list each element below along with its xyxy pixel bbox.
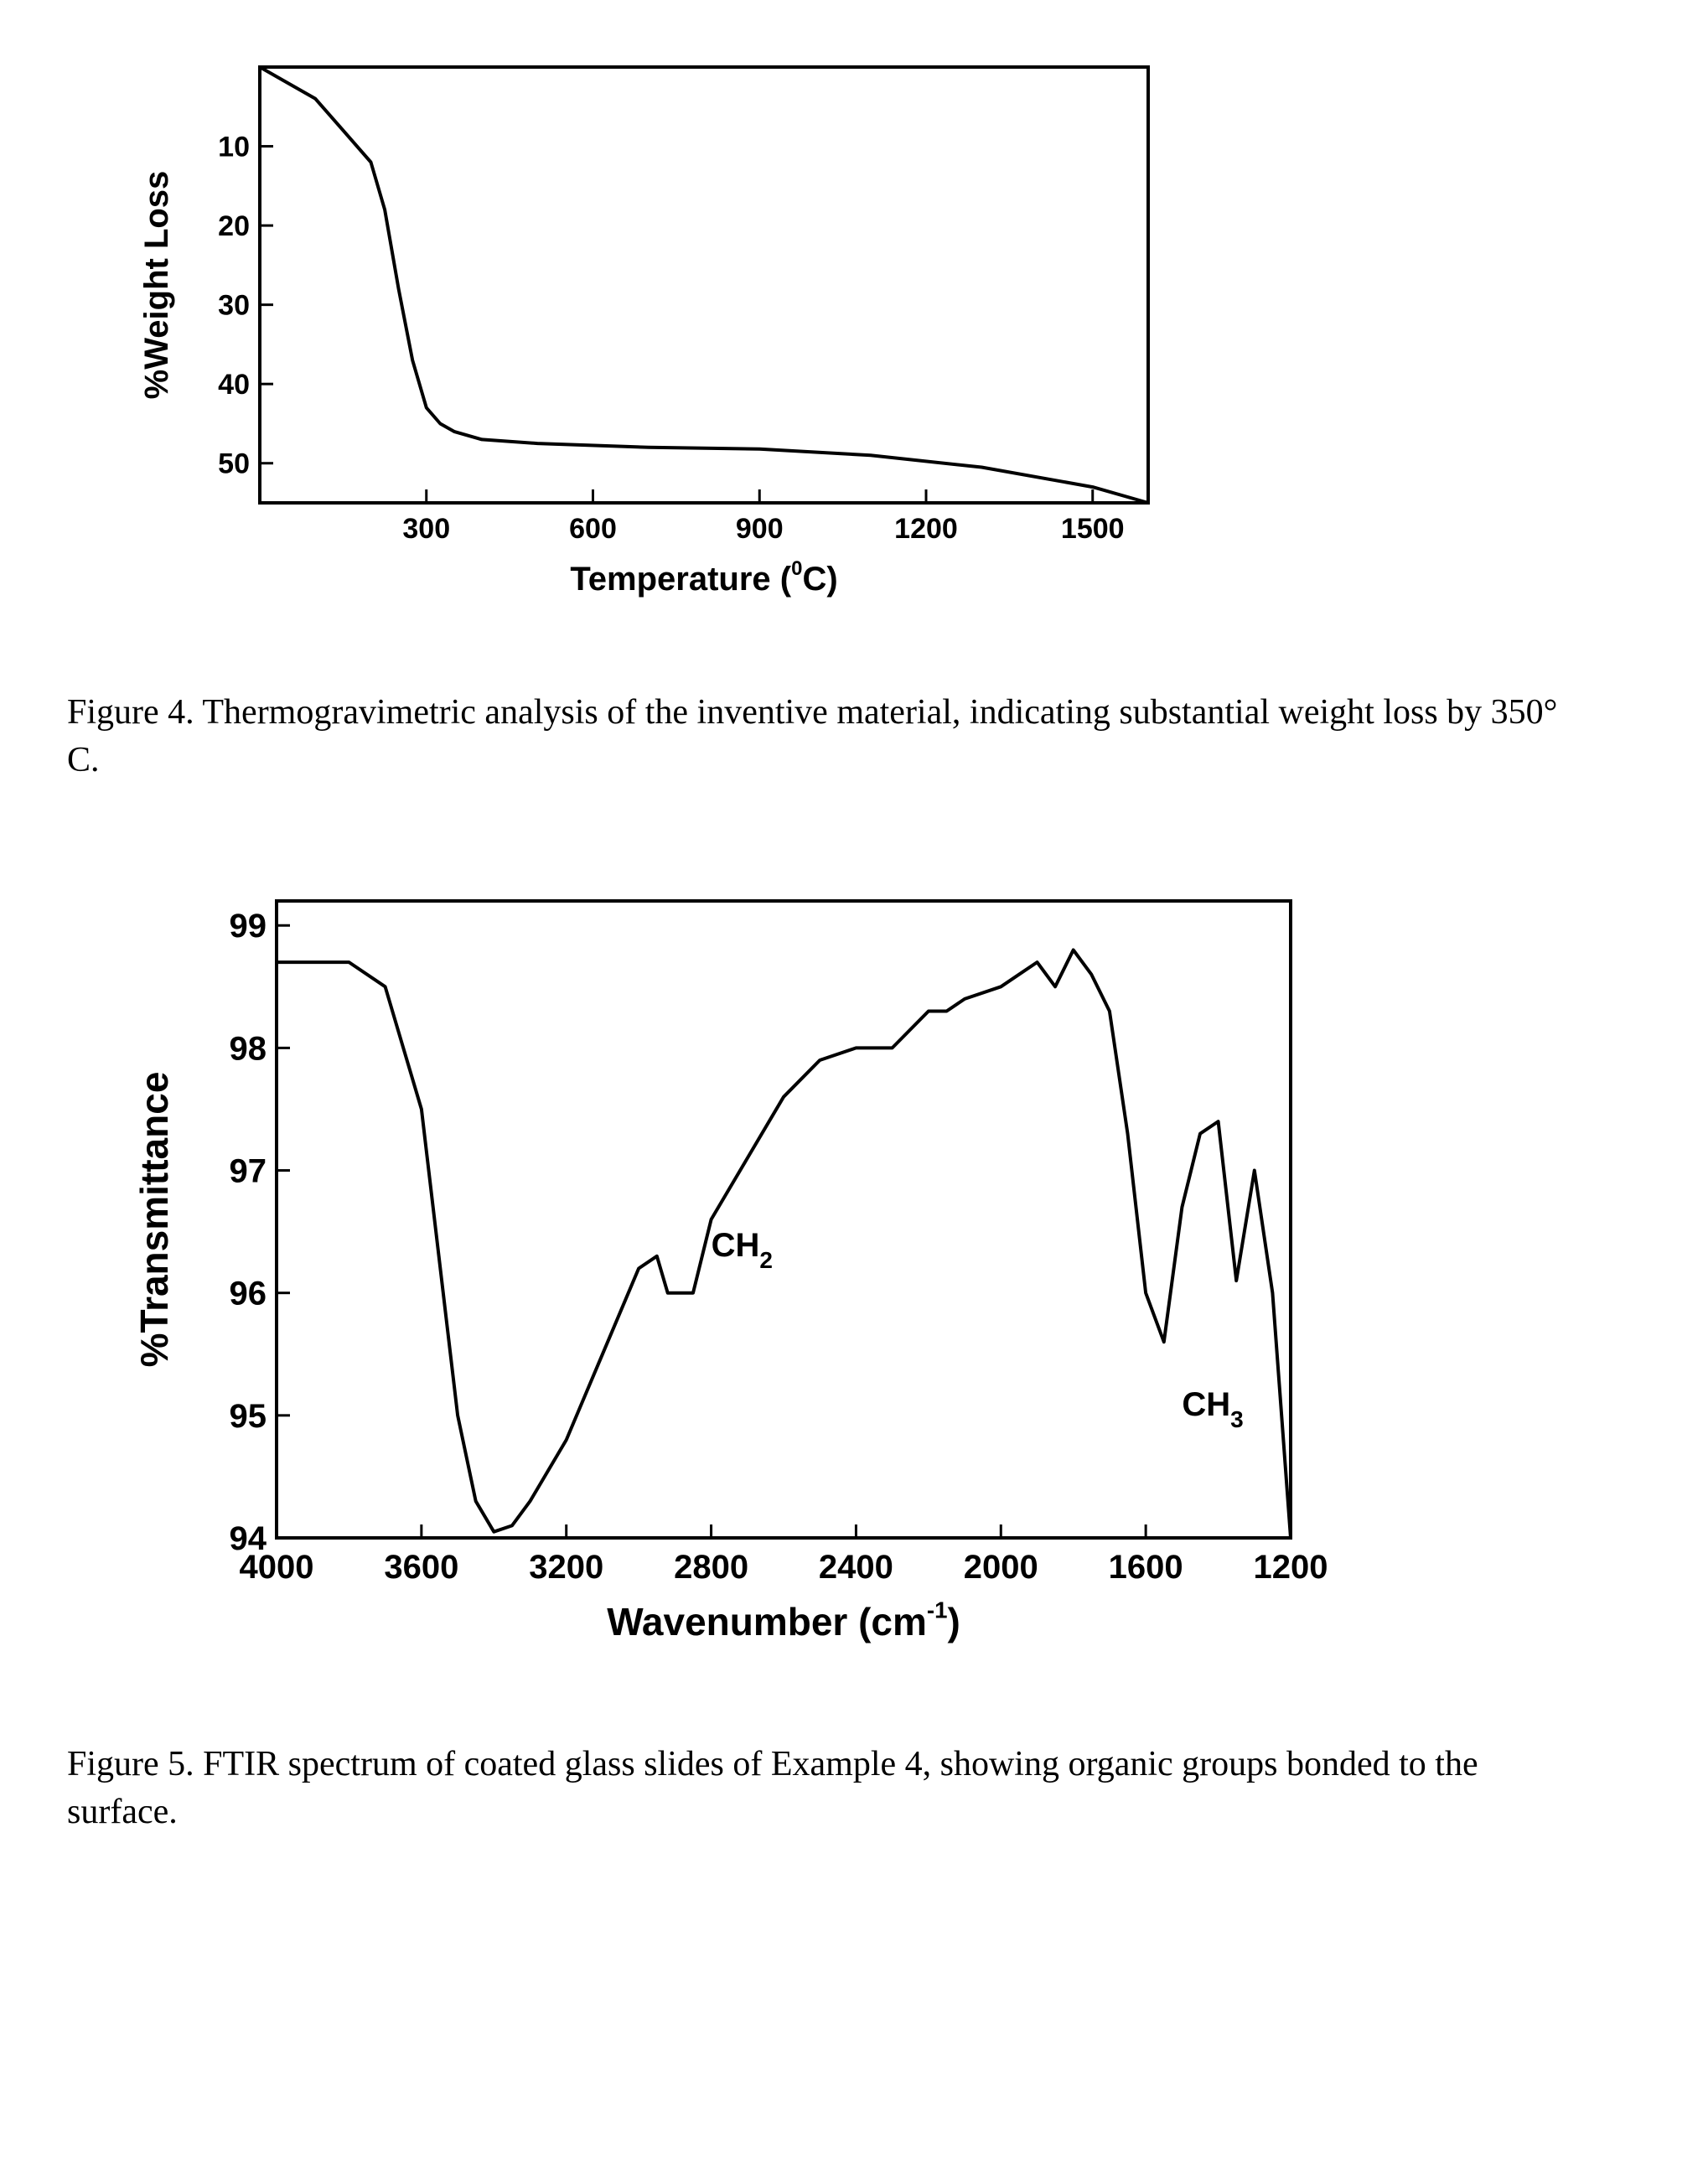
figure-5-y-ticks: 94 95 96 97 98 99 — [230, 908, 291, 1558]
figure-5-data-line — [277, 950, 1291, 1539]
svg-text:50: 50 — [218, 448, 250, 480]
svg-text:2400: 2400 — [819, 1549, 893, 1586]
figure-5-chart: 40003600320028002400200016001200 9495969… — [101, 884, 1374, 1706]
svg-text:900: 900 — [736, 513, 784, 545]
figure-4-y-label: %Weight Loss — [138, 171, 175, 400]
svg-text:40: 40 — [218, 369, 250, 401]
svg-text:2000: 2000 — [964, 1549, 1038, 1586]
figure-4-chart: 300 600 900 1200 1500 10 20 30 40 50 %Weight Los… — [101, 50, 1207, 654]
svg-text:94: 94 — [230, 1520, 267, 1557]
svg-text:1200: 1200 — [1254, 1549, 1328, 1586]
figure-4-caption: Figure 4. Thermogravimetric analysis of … — [67, 689, 1576, 784]
svg-text:98: 98 — [230, 1031, 267, 1068]
svg-text:1500: 1500 — [1061, 513, 1125, 545]
figure-4-svg: 300 600 900 1200 1500 10 20 30 40 50 %Weight Los… — [101, 50, 1207, 654]
svg-text:10: 10 — [218, 131, 250, 163]
figure-4-x-label: Temperature (0C) — [570, 557, 837, 598]
figure-4-x-ticks: 300 600 900 1200 1500 — [402, 489, 1124, 545]
chart-annotation: CH3 — [1182, 1386, 1243, 1432]
svg-text:Wavenumber (cm-1): Wavenumber (cm-1) — [607, 1597, 960, 1644]
svg-text:95: 95 — [230, 1398, 267, 1435]
svg-text:2800: 2800 — [674, 1549, 748, 1586]
figure-5-caption: Figure 5. FTIR spectrum of coated glass … — [67, 1741, 1576, 1835]
svg-text:99: 99 — [230, 908, 267, 945]
svg-text:600: 600 — [569, 513, 617, 545]
figure-5-svg: 40003600320028002400200016001200 9495969… — [101, 884, 1374, 1706]
svg-text:1600: 1600 — [1109, 1549, 1183, 1586]
svg-text:97: 97 — [230, 1153, 267, 1190]
figure-5-annotations: CH2 CH3 — [712, 1227, 1244, 1432]
figure-4-axes-box — [260, 67, 1148, 503]
svg-text:300: 300 — [402, 513, 450, 545]
svg-text:3600: 3600 — [384, 1549, 458, 1586]
svg-text:Temperature (0C): Temperature (0C) — [570, 557, 837, 598]
figure-5-block: 40003600320028002400200016001200 9495969… — [67, 884, 1641, 1835]
figure-5-x-label: Wavenumber (cm-1) — [607, 1597, 960, 1644]
chart-annotation: CH2 — [712, 1227, 773, 1273]
svg-text:96: 96 — [230, 1276, 267, 1312]
svg-text:3200: 3200 — [529, 1549, 603, 1586]
svg-text:30: 30 — [218, 290, 250, 322]
figure-5-x-ticks: 40003600320028002400200016001200 — [240, 1524, 1328, 1586]
figure-5-y-label: %Transmittance — [132, 1072, 176, 1368]
svg-text:20: 20 — [218, 210, 250, 242]
figure-4-data-line — [260, 67, 1148, 503]
svg-text:1200: 1200 — [894, 513, 958, 545]
figure-4-y-ticks: 10 20 30 40 50 — [218, 131, 273, 479]
figure-4-block: 300 600 900 1200 1500 10 20 30 40 50 %Weight Los… — [67, 50, 1641, 784]
